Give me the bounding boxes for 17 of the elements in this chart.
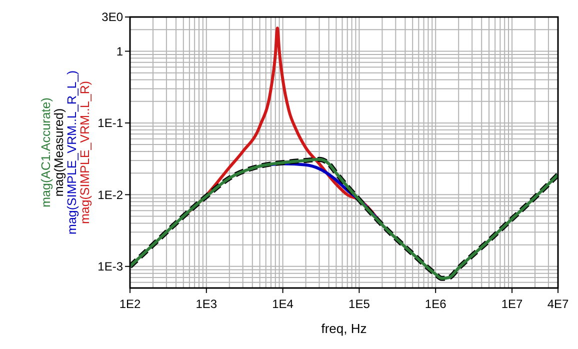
text: mag(SIMPLE_VRM..L_R_L_): [65, 70, 79, 234]
x-tick-label: 1E4: [272, 297, 294, 311]
x-tick-label: 1E5: [348, 297, 370, 311]
y-tick-label: 1E-2: [98, 188, 124, 202]
text: mag(SIMPLE_VRM..L_R): [78, 80, 92, 224]
text: mag(AC1.Accurate): [39, 98, 53, 208]
x-tick-label: 1E6: [424, 297, 447, 311]
x-tick-label: 1E2: [119, 297, 141, 311]
y-tick-label: 3E0: [102, 10, 124, 24]
text: mag(Measured): [52, 108, 66, 197]
y-tick-label: 1: [116, 44, 124, 58]
x-axis-title: freq, Hz: [321, 321, 367, 336]
x-tick-label: 1E7: [501, 297, 523, 311]
x-tick-label: 4E7: [547, 297, 569, 311]
y-tick-label: 1E-1: [98, 116, 124, 130]
x-tick-label: 1E3: [196, 297, 218, 311]
y-tick-label: 1E-3: [98, 260, 124, 274]
